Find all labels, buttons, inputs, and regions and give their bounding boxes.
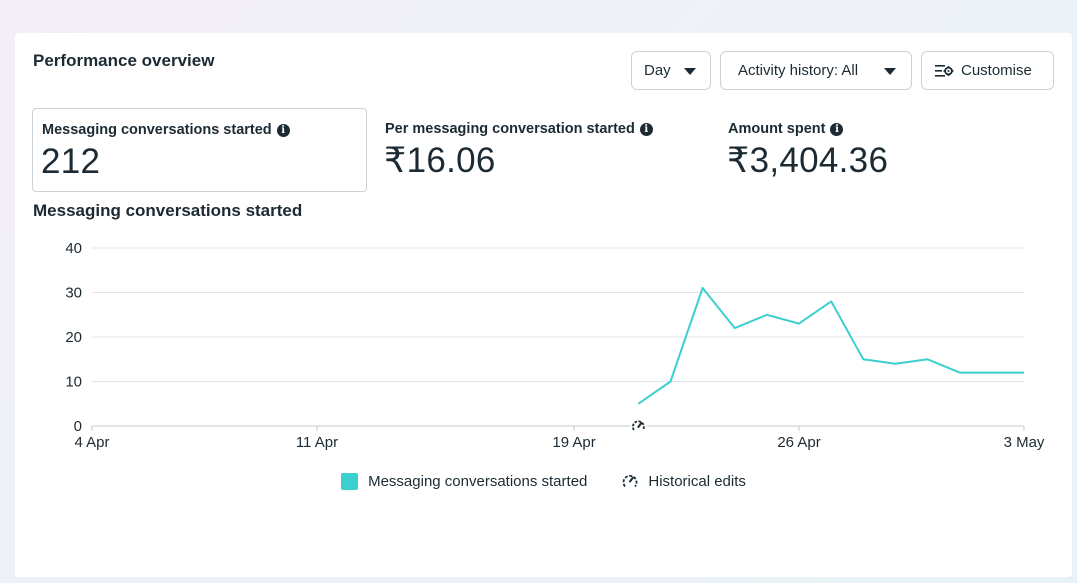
metric-label-wrap: Amount spent i — [728, 121, 844, 137]
caret-down-icon — [884, 68, 896, 75]
customise-icon — [935, 64, 954, 77]
metric-messaging-conversations[interactable]: Messaging conversations started i 212 — [32, 108, 367, 192]
legend-swatch — [341, 472, 359, 490]
legend-item-series[interactable]: Messaging conversations started — [341, 472, 588, 490]
y-tick-label: 0 — [74, 418, 82, 435]
metric-value: ₹16.06 — [384, 141, 496, 180]
x-tick-label: 26 Apr — [777, 434, 820, 451]
metric-label: Messaging conversations started — [42, 122, 272, 138]
x-tick-label: 3 May — [1004, 434, 1045, 451]
metric-label: Amount spent — [728, 121, 826, 137]
x-tick-label: 11 Apr — [296, 434, 338, 451]
metric-label: Per messaging conversation started — [385, 121, 635, 137]
y-tick-label: 40 — [65, 240, 82, 257]
info-icon[interactable]: i — [830, 122, 844, 136]
customise-label: Customise — [961, 62, 1032, 79]
caret-down-icon — [684, 68, 696, 75]
customise-button[interactable]: Customise — [921, 51, 1054, 90]
day-dropdown-label: Day — [644, 62, 671, 79]
line-chart: 0 10 20 30 40 4 Apr 11 Apr 19 Apr 26 Apr 3 May — [65, 240, 1045, 451]
x-tick-label: 19 Apr — [552, 434, 595, 451]
chart-legend: Messaging conversations started Historic… — [15, 472, 1072, 490]
page-title: Performance overview — [33, 51, 215, 70]
day-dropdown[interactable]: Day — [631, 51, 711, 90]
metric-cost-per-conversation[interactable]: Per messaging conversation started i ₹16… — [376, 108, 711, 192]
historical-edit-marker[interactable] — [630, 418, 647, 434]
info-icon[interactable]: i — [639, 122, 653, 136]
y-tick-label: 10 — [65, 374, 82, 391]
metric-value: 212 — [41, 142, 101, 181]
historical-edits-icon — [622, 474, 638, 488]
activity-history-label: Activity history: All — [738, 62, 859, 79]
legend-item-historical-edits[interactable]: Historical edits — [621, 472, 746, 490]
y-tick-label: 20 — [65, 329, 82, 346]
x-tick-label: 4 Apr — [74, 434, 109, 451]
metric-label-wrap: Messaging conversations started i — [42, 122, 290, 138]
performance-overview-card: Performance overview Day Activity histor… — [15, 33, 1072, 577]
legend-label: Historical edits — [648, 472, 746, 490]
metric-amount-spent[interactable]: Amount spent i ₹3,404.36 — [719, 108, 1054, 192]
series-line — [637, 287, 1024, 405]
activity-history-dropdown[interactable]: Activity history: All — [720, 51, 912, 90]
chart-title: Messaging conversations started — [33, 201, 303, 220]
info-icon[interactable]: i — [276, 123, 290, 137]
legend-label: Messaging conversations started — [368, 472, 588, 490]
y-tick-label: 30 — [65, 285, 82, 302]
metric-label-wrap: Per messaging conversation started i — [385, 121, 653, 137]
metric-value: ₹3,404.36 — [727, 141, 889, 180]
